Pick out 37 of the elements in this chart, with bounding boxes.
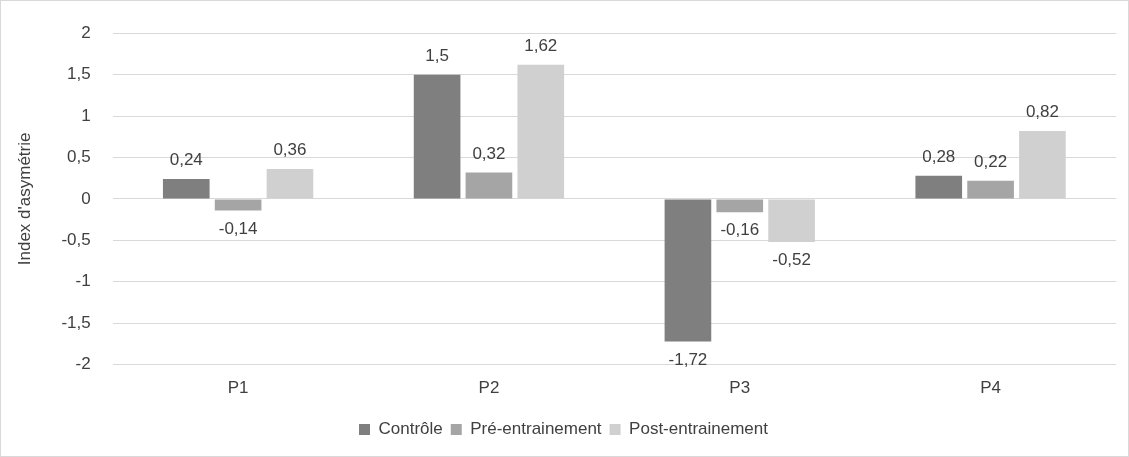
y-tick-label: -2 [75,354,91,374]
data-label: -0,52 [772,250,811,270]
x-tick-label: P3 [729,378,751,398]
bar [967,180,1014,199]
x-tick-label: P2 [478,378,500,398]
data-label: 0,22 [974,151,1008,171]
legend-label: Post-entrainement [629,419,769,439]
data-label: -0,14 [218,218,258,238]
y-tick-label: 2 [81,22,91,42]
data-label: 0,24 [169,150,203,170]
y-tick-label: -1 [75,271,91,291]
y-axis-title: Index d'asymétrie [14,132,34,266]
data-label: 0,32 [472,143,506,163]
bar [664,199,712,342]
data-label: 0,28 [922,146,956,166]
y-tick-label: 0,5 [67,147,91,167]
bar [915,175,963,199]
y-tick-label: 0 [81,188,91,208]
bar [162,179,210,199]
legend-label: Contrôle [378,419,443,439]
y-tick-label: -0,5 [61,230,91,250]
data-label: -1,72 [668,349,708,369]
y-tick-label: 1 [81,105,91,125]
data-label: 0,36 [273,140,307,160]
y-tick-label: -1,5 [61,312,91,332]
data-label: -0,16 [720,220,760,240]
x-tick-label: P4 [980,378,1001,398]
legend-label: Pré-entrainement [470,419,602,439]
data-label: 1,5 [425,45,449,65]
bar [465,172,513,199]
bar [214,199,262,211]
y-tick-label: 1,5 [67,64,91,84]
data-label: 1,62 [524,35,558,55]
data-label: 0,82 [1025,102,1059,122]
bar [413,74,461,199]
bar [716,199,764,213]
x-tick-label: P1 [227,378,249,398]
